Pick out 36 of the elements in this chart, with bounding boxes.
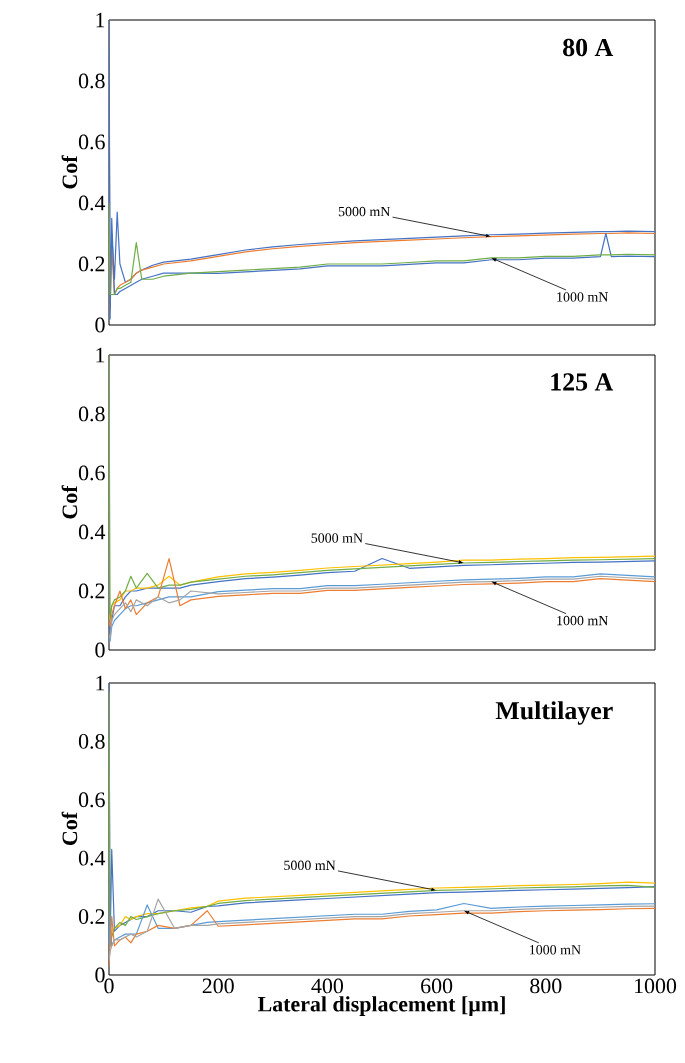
text: 125 A	[551, 373, 614, 391]
y-tick-label: 1	[96, 675, 105, 691]
y-axis-title: Cof	[61, 485, 78, 519]
y-tick-label: 0.6	[78, 465, 105, 481]
y-axis-title: Cof	[61, 811, 78, 845]
x-axis-title: Lateral displacement [µm]	[257, 996, 505, 1017]
y-tick-label: 0.8	[78, 73, 105, 89]
annotation: 5000 mN	[311, 533, 363, 543]
annotation: 5000 mN	[284, 860, 336, 871]
annotation: 5000 mN	[338, 206, 391, 217]
y-tick-label: 0.8	[78, 406, 105, 422]
y-tick-label: 0	[95, 967, 105, 983]
y-tick-label: 0.2	[78, 909, 105, 925]
y-tick-label: 0	[95, 642, 105, 658]
x-tick-label: 400	[311, 978, 344, 994]
annotation: 1000 mN	[529, 945, 581, 955]
y-tick-label: 0.4	[78, 195, 106, 211]
y-axis-title: Cof	[61, 155, 78, 189]
text: Multilayer	[495, 701, 613, 725]
x-tick-label: 200	[202, 978, 234, 994]
text: 80 A	[563, 38, 614, 57]
y-tick-label: 0.4	[78, 524, 106, 540]
y-tick-label: 0.2	[78, 256, 105, 272]
annotation: 1000 mN	[557, 615, 609, 626]
x-tick-label: 600	[421, 978, 453, 994]
y-tick-label: 0.6	[78, 792, 105, 808]
y-tick-label: 0.8	[78, 733, 105, 749]
x-tick-label: 1000	[635, 978, 677, 994]
y-tick-label: 0.4	[78, 850, 106, 866]
y-tick-label: 0.6	[78, 134, 105, 150]
y-tick-label: 0.2	[78, 583, 105, 599]
y-tick-label: 0	[95, 317, 105, 333]
y-tick-label: 1	[96, 12, 105, 28]
y-tick-label: 1	[96, 347, 105, 363]
x-tick-label: 800	[530, 978, 562, 994]
annotation: 1000 mN	[557, 292, 609, 302]
